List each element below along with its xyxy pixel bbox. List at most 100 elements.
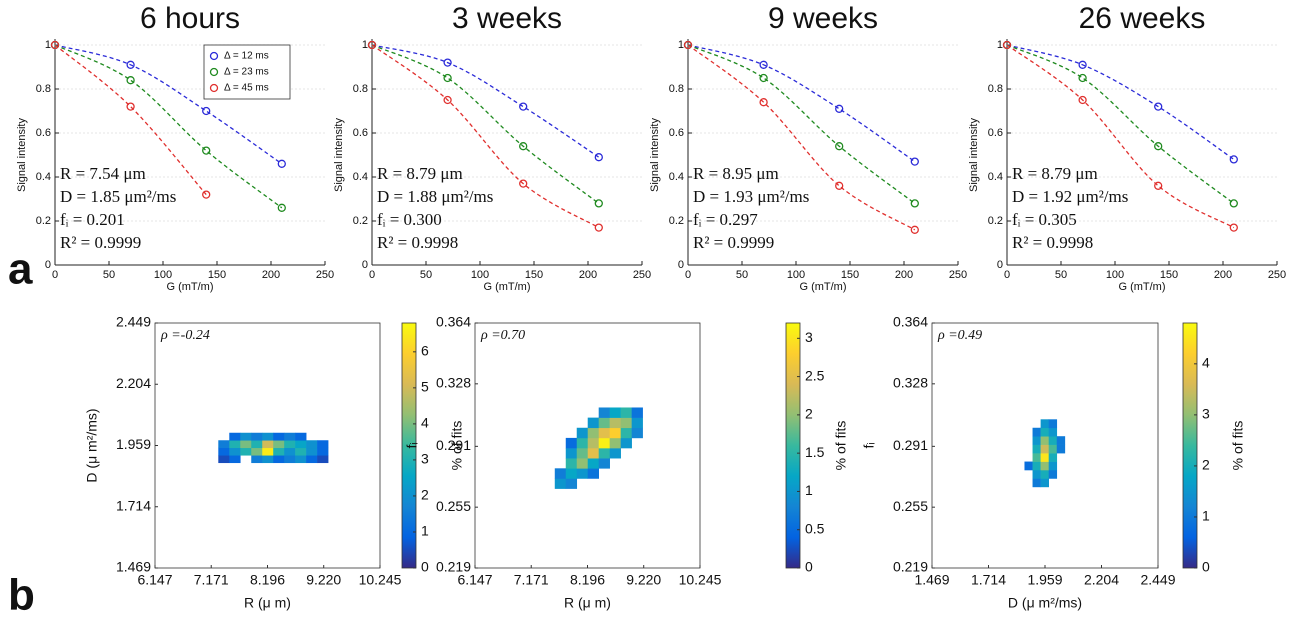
heatmap-cell bbox=[598, 437, 610, 449]
data-point bbox=[759, 73, 768, 83]
heatmap-cell bbox=[1032, 461, 1041, 471]
colorbar-tick-label: 0 bbox=[1202, 559, 1210, 575]
y-tick-label: 0.4 bbox=[36, 171, 51, 183]
y-tick-label: 0.8 bbox=[988, 83, 1003, 95]
heatmap-cell bbox=[251, 447, 263, 456]
heatmap-cell bbox=[598, 417, 610, 429]
y-tick-label: 1.714 bbox=[116, 497, 151, 513]
heatmap-cell bbox=[1040, 478, 1049, 488]
fit-annotation: R = 8.79 μm bbox=[377, 164, 463, 183]
x-tick-label: 1.959 bbox=[1027, 572, 1062, 588]
y-tick-label: 0.8 bbox=[36, 83, 51, 95]
x-tick-label: 100 bbox=[471, 269, 489, 281]
fit-curve bbox=[54, 44, 283, 165]
x-tick-label: 250 bbox=[1268, 269, 1286, 281]
colorbar-tick-label: 1.5 bbox=[805, 444, 825, 460]
heatmap-cell bbox=[598, 458, 610, 469]
heatmap-cell bbox=[1048, 470, 1058, 479]
heatmap-cell bbox=[565, 448, 578, 459]
y-tick-label: 0.4 bbox=[988, 171, 1003, 183]
colorbar-tick-label: 3 bbox=[421, 451, 429, 467]
heatmap-cell bbox=[317, 440, 329, 449]
fit-curve bbox=[687, 44, 916, 204]
colorbar-tick-label: 4 bbox=[1202, 355, 1210, 371]
y-tick-label: 0.291 bbox=[893, 437, 928, 453]
fit-annotation: R² = 0.9999 bbox=[693, 233, 774, 252]
data-point bbox=[594, 199, 603, 208]
colorbar-tick-label: 3 bbox=[1202, 406, 1210, 422]
data-point bbox=[1229, 199, 1238, 208]
y-tick-label: 0.6 bbox=[353, 127, 368, 139]
data-point bbox=[443, 73, 452, 83]
heatmap-cell bbox=[306, 455, 318, 464]
legend-label: Δ = 12 ms bbox=[224, 51, 269, 62]
y-axis-label: Signal intensity bbox=[333, 118, 345, 192]
y-tick-label: 0.2 bbox=[353, 215, 368, 227]
heatmap-cell bbox=[273, 432, 285, 441]
y-axis-label: fᵢ bbox=[404, 442, 420, 448]
x-tick-label: 1.714 bbox=[971, 572, 1006, 588]
legend-marker bbox=[209, 67, 219, 77]
x-axis-label: G (mT/m) bbox=[483, 281, 530, 293]
data-point bbox=[910, 199, 919, 208]
x-axis-label: G (mT/m) bbox=[166, 281, 213, 293]
x-tick-label: 100 bbox=[154, 269, 172, 281]
colorbar-label: % of fits bbox=[1230, 421, 1246, 471]
colorbar-tick-label: 3 bbox=[805, 329, 813, 345]
heatmap-cell bbox=[306, 440, 318, 449]
heatmap-cell bbox=[273, 455, 285, 464]
y-tick-label: 1 bbox=[362, 39, 368, 51]
x-axis-label: G (mT/m) bbox=[799, 281, 846, 293]
heatmap-cell bbox=[565, 478, 578, 489]
fit-annotation: fᵢ = 0.201 bbox=[60, 210, 125, 229]
heatmap-cell bbox=[587, 427, 600, 439]
heatmap-cell bbox=[295, 432, 307, 441]
heatmap-cell bbox=[1040, 419, 1049, 429]
data-point bbox=[519, 142, 528, 151]
heatmap-cell bbox=[587, 448, 600, 459]
heatmap-cell bbox=[1048, 427, 1058, 437]
legend-label: Δ = 45 ms bbox=[224, 83, 269, 94]
heatmap-cell bbox=[262, 447, 274, 456]
fit-annotation: R² = 0.9998 bbox=[377, 233, 458, 252]
heatmap-cell bbox=[609, 417, 621, 429]
heatmap-cell bbox=[1040, 436, 1049, 445]
heatmap-cell bbox=[1040, 444, 1049, 454]
heatmap-cell bbox=[284, 447, 296, 456]
y-tick-label: 1.959 bbox=[116, 436, 151, 452]
heatmap-cell bbox=[576, 437, 589, 449]
data-point bbox=[126, 60, 135, 69]
heatmap-cell bbox=[295, 440, 307, 449]
legend-label: Δ = 23 ms bbox=[224, 67, 269, 78]
heatmap-cell bbox=[598, 448, 610, 459]
legend-marker bbox=[209, 51, 219, 61]
data-point bbox=[519, 102, 528, 111]
y-tick-label: 0 bbox=[997, 259, 1003, 271]
data-point bbox=[277, 159, 286, 168]
data-point bbox=[126, 76, 135, 85]
correlation-annotation: ρ =0.49 bbox=[937, 328, 982, 343]
panel-label: a bbox=[8, 245, 33, 294]
x-tick-label: 150 bbox=[208, 269, 226, 281]
heatmap-cell bbox=[1040, 427, 1049, 437]
heatmap-cell bbox=[620, 417, 632, 429]
fit-curve bbox=[371, 44, 600, 204]
heatmap-cell bbox=[1032, 470, 1041, 479]
data-point bbox=[835, 142, 844, 151]
fit-curve bbox=[54, 44, 207, 196]
x-tick-label: 250 bbox=[949, 269, 967, 281]
heatmap-cell bbox=[631, 407, 643, 418]
colorbar-label: % of fits bbox=[449, 421, 465, 471]
data-point bbox=[50, 40, 60, 50]
data-point bbox=[367, 40, 377, 50]
colorbar-tick-label: 2 bbox=[421, 487, 429, 503]
y-tick-label: 0.8 bbox=[353, 83, 368, 95]
heatmap-cell bbox=[295, 455, 307, 464]
fit-annotation: fᵢ = 0.297 bbox=[693, 210, 758, 229]
chart-title: 6 hours bbox=[140, 2, 240, 35]
y-tick-label: 0 bbox=[678, 259, 684, 271]
heatmap-cell bbox=[284, 440, 296, 449]
y-tick-label: 0.6 bbox=[669, 127, 684, 139]
legend-box bbox=[203, 44, 291, 100]
data-point bbox=[126, 102, 135, 111]
